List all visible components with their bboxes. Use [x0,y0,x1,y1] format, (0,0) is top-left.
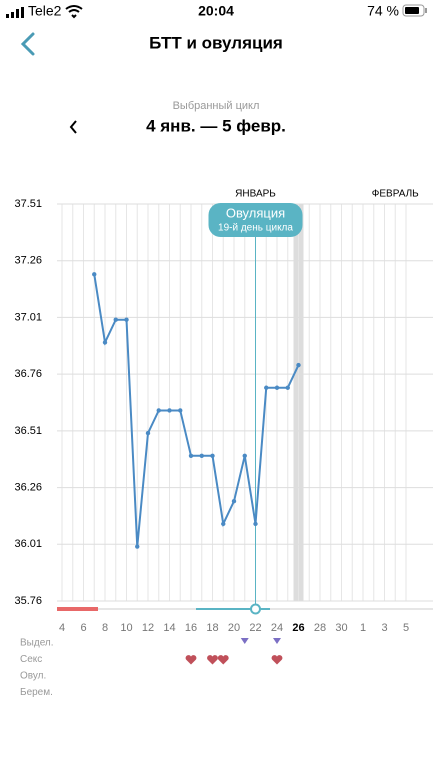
x-tick-label: 26 [292,622,304,634]
x-tick-label: 1 [360,622,366,634]
temperature-point [285,385,290,390]
temperature-point [231,498,237,504]
chart: 35.76 36.01 36.26 36.51 36.76 37.01 37.26 37.51… [14,189,433,698]
back-button[interactable] [20,32,35,56]
ovulation-subtitle: 19-й день цикла [218,223,293,234]
carrier: Tele2 [28,3,62,19]
temperature-point [92,272,97,277]
y-tick-label: 36.26 [14,481,42,493]
x-tick-label: 10 [120,622,132,634]
x-tick-label: 6 [80,622,86,634]
temperature-point [178,408,183,413]
x-tick-label: 24 [271,622,283,634]
y-tick-label: 37.26 [14,255,42,267]
row-label: Овул. [20,671,46,682]
cycle-range: 4 янв. — 5 февр. [146,116,286,135]
x-tick-label: 16 [185,622,197,634]
signal-icon [6,7,24,18]
temperature-point [296,362,301,368]
x-tick-label: 8 [102,622,108,634]
temperature-point [242,453,247,459]
temperature-point [135,544,140,549]
temperature-line [93,274,300,547]
temperature-point [156,408,161,413]
heart-icon [271,655,283,665]
y-tick-label: 37.01 [14,311,42,323]
x-tick-label: 18 [206,622,218,634]
battery-icon [402,4,427,17]
temperature-point [167,408,172,413]
heart-icon [207,655,218,665]
row-label: Берем. [20,687,53,698]
ovulation-handle [250,603,261,615]
row-label: Выдел. [20,638,54,649]
cycle-caption: Выбранный цикл [173,100,260,112]
temperature-point [221,521,226,527]
temperature-point [264,385,269,390]
temperature-point [102,340,108,345]
temperature-point [113,317,118,322]
temperature-point [210,453,215,459]
x-tick-label: 28 [314,622,326,634]
row-label: Секс [20,654,42,665]
battery-level: 74 % [367,3,399,19]
y-tick-label: 36.01 [14,538,42,550]
y-tick-label: 36.76 [14,368,42,380]
temperature-point [145,430,151,436]
ovulation-badge [208,203,303,237]
wifi-icon [65,5,83,19]
heart-icon [185,655,197,665]
x-tick-label: 22 [249,622,261,634]
temperature-point [253,521,258,527]
clock: 20:04 [198,3,234,19]
x-tick-label: 5 [403,622,409,634]
month-label: ФЕВРАЛЬ [372,189,419,200]
y-tick-label: 35.76 [14,595,42,607]
y-tick-label: 37.51 [14,198,42,210]
discharge-icon [240,638,249,644]
temperature-point [274,385,280,390]
discharge-icon [273,638,281,644]
x-tick-label: 3 [381,622,387,634]
y-tick-label: 36.51 [14,425,42,437]
month-label: ЯНВАРЬ [235,189,276,200]
temperature-point [188,453,194,459]
temperature-point [124,317,129,322]
temperature-point [199,453,204,459]
ovulation-title: Овуляция [226,205,285,220]
heart-icon [217,655,229,665]
prev-cycle[interactable] [69,120,77,134]
x-tick-label: 20 [228,622,240,634]
page-title: БТТ и овуляция [149,33,283,52]
x-tick-label: 14 [163,622,175,634]
x-tick-label: 30 [335,622,347,634]
x-tick-label: 12 [142,622,154,634]
x-tick-label: 4 [59,622,65,634]
